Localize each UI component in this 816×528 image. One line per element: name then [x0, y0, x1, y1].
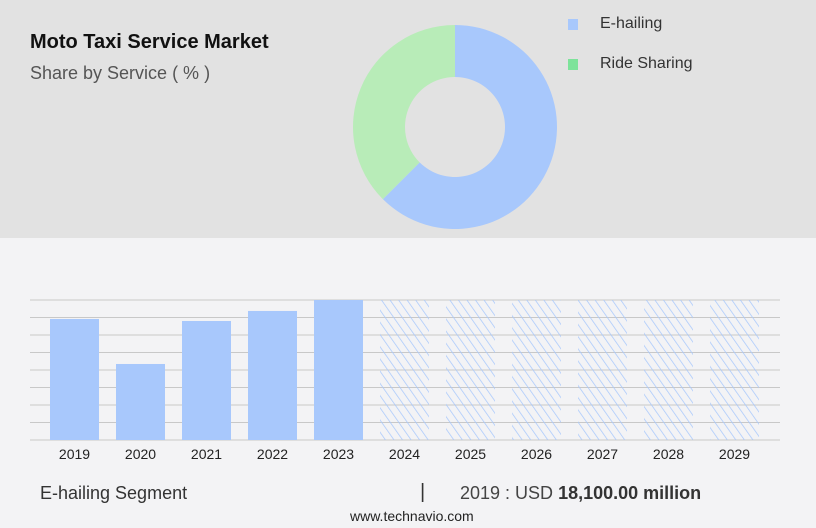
x-tick-label: 2021 [191, 446, 222, 462]
bar-2026 [512, 300, 561, 440]
segment-label: E-hailing Segment [40, 483, 188, 503]
legend-item-ride-sharing: Ride Sharing [568, 55, 693, 73]
separator: | [420, 481, 426, 503]
x-tick-label: 2028 [653, 446, 684, 462]
bar-2024 [380, 300, 429, 440]
source-url: www.technavio.com [350, 508, 474, 524]
year-label: 2019 : USD [460, 483, 559, 503]
legend-swatch [568, 18, 578, 30]
x-tick-label: 2026 [521, 446, 552, 462]
legend-label: Ride Sharing [600, 55, 693, 72]
bar-2028 [644, 300, 693, 440]
chart-title: Moto Taxi Service Market [30, 31, 269, 53]
legend-label: E-hailing [600, 15, 663, 32]
x-tick-label: 2023 [323, 446, 354, 462]
bar-2020 [116, 363, 165, 440]
x-tick-label: 2022 [257, 446, 288, 462]
bar-2025 [446, 300, 495, 440]
x-tick-label: 2027 [587, 446, 618, 462]
value-text: 18,100.00 million [558, 483, 702, 503]
bar-2023 [314, 300, 363, 440]
x-tick-label: 2020 [125, 446, 156, 462]
x-tick-label: 2029 [719, 446, 750, 462]
chart-subtitle: Share by Service ( % ) [30, 63, 211, 83]
segment-value: 2019 : USD 18,100.00 million [460, 483, 701, 504]
x-tick-label: 2019 [59, 446, 90, 462]
bar-2019 [50, 318, 99, 440]
legend-swatch [568, 58, 578, 70]
bar-2029 [710, 300, 759, 440]
legend-item-e-hailing: E-hailing [568, 15, 662, 33]
x-tick-label: 2025 [455, 446, 486, 462]
bar-2021 [182, 320, 231, 440]
bar-2022 [248, 310, 297, 440]
x-tick-label: 2024 [389, 446, 420, 462]
bar-2027 [578, 300, 627, 440]
